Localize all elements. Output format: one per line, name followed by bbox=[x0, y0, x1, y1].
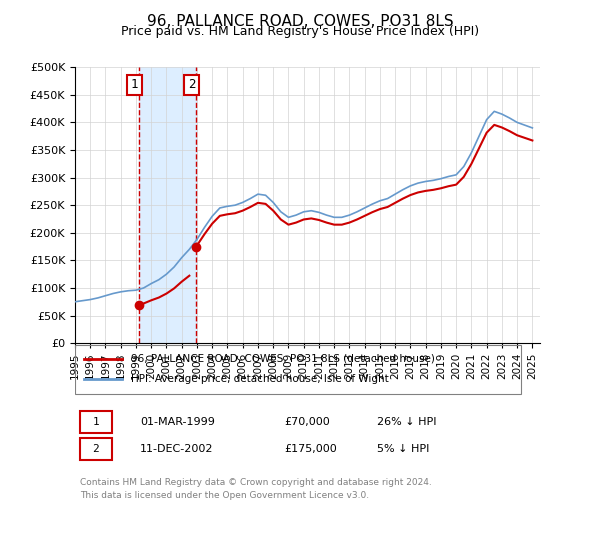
Text: HPI: Average price, detached house, Isle of Wight: HPI: Average price, detached house, Isle… bbox=[131, 374, 389, 384]
Text: 1: 1 bbox=[130, 78, 138, 91]
Text: 2: 2 bbox=[92, 444, 100, 454]
Text: 2: 2 bbox=[188, 78, 195, 91]
Text: Price paid vs. HM Land Registry's House Price Index (HPI): Price paid vs. HM Land Registry's House … bbox=[121, 25, 479, 38]
Text: Contains HM Land Registry data © Crown copyright and database right 2024.: Contains HM Land Registry data © Crown c… bbox=[80, 478, 431, 487]
Text: 11-DEC-2002: 11-DEC-2002 bbox=[140, 444, 214, 454]
Text: 01-MAR-1999: 01-MAR-1999 bbox=[140, 417, 215, 427]
Text: This data is licensed under the Open Government Licence v3.0.: This data is licensed under the Open Gov… bbox=[80, 491, 369, 500]
Text: 96, PALLANCE ROAD, COWES, PO31 8LS: 96, PALLANCE ROAD, COWES, PO31 8LS bbox=[146, 14, 454, 29]
Text: 26% ↓ HPI: 26% ↓ HPI bbox=[377, 417, 437, 427]
Text: £70,000: £70,000 bbox=[284, 417, 330, 427]
Text: 96, PALLANCE ROAD, COWES, PO31 8LS (detached house): 96, PALLANCE ROAD, COWES, PO31 8LS (deta… bbox=[131, 354, 434, 363]
Bar bbox=[139, 67, 196, 343]
Text: 5% ↓ HPI: 5% ↓ HPI bbox=[377, 444, 430, 454]
Text: 1: 1 bbox=[92, 417, 100, 427]
Text: £175,000: £175,000 bbox=[284, 444, 337, 454]
